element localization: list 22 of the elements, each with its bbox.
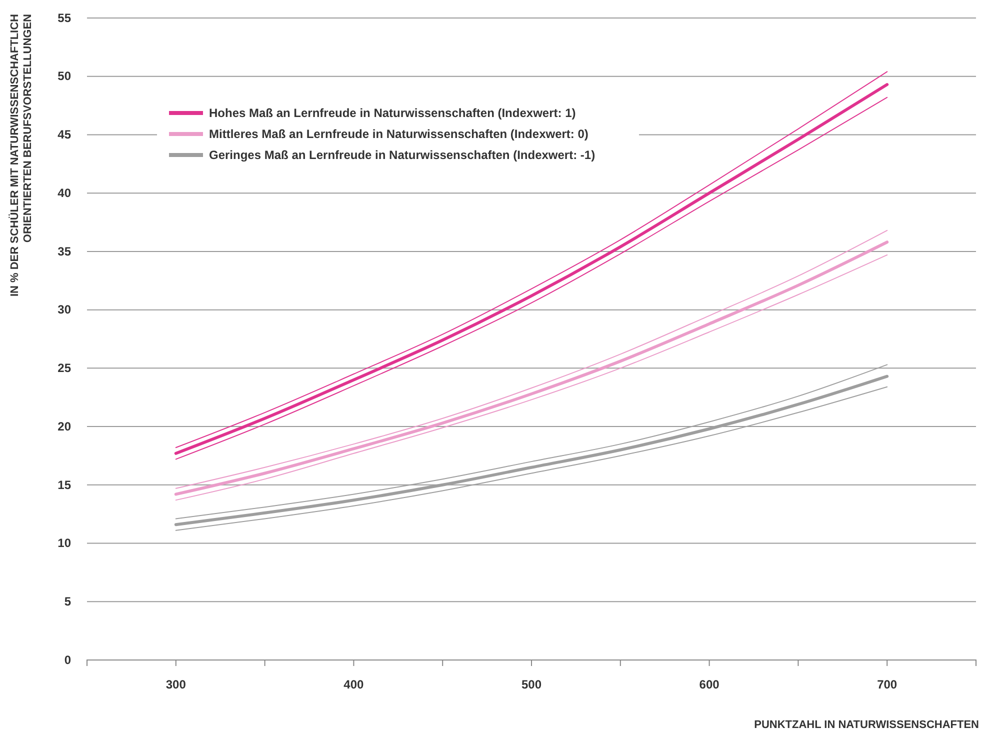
y-tick-label: 25 <box>58 361 72 376</box>
x-tick-label: 600 <box>699 678 720 692</box>
y-tick-label: 50 <box>58 69 72 84</box>
y-axis-title: IN % DER SCHÜLER MIT NATURWISSENSCHAFTLICH ORIENTIERTEN BERUFSVORSTELLUNGEN <box>8 14 34 297</box>
legend-label: Geringes Maß an Lernfreude in Naturwissenschaften (Indexwert: -1) <box>209 148 596 162</box>
y-tick-label: 0 <box>64 652 72 667</box>
x-axis-title: PUNKTZAHL IN NATURWISSENSCHAFTEN <box>754 719 980 731</box>
y-tick-label: 20 <box>58 419 72 434</box>
x-tick-label: 500 <box>521 678 542 692</box>
y-tick-label: 15 <box>58 478 72 492</box>
x-tick-label: 400 <box>344 678 364 692</box>
y-tick-label: 10 <box>58 536 72 550</box>
y-tick-label: 45 <box>58 128 72 142</box>
x-tick-label: 300 <box>166 678 186 692</box>
y-tick-label: 35 <box>58 244 72 258</box>
y-tick-label: 30 <box>58 302 72 317</box>
y-tick-label: 5 <box>64 594 72 608</box>
y-tick-label: 40 <box>58 186 72 200</box>
y-tick-label: 55 <box>58 10 72 25</box>
legend-label: Hohes Maß an Lernfreude in Naturwissenschaften (Indexwert: 1) <box>209 106 576 120</box>
x-tick-label: 700 <box>877 678 898 692</box>
legend-label: Mittleres Maß an Lernfreude in Naturwissenschaften (Indexwert: 0) <box>209 127 588 141</box>
